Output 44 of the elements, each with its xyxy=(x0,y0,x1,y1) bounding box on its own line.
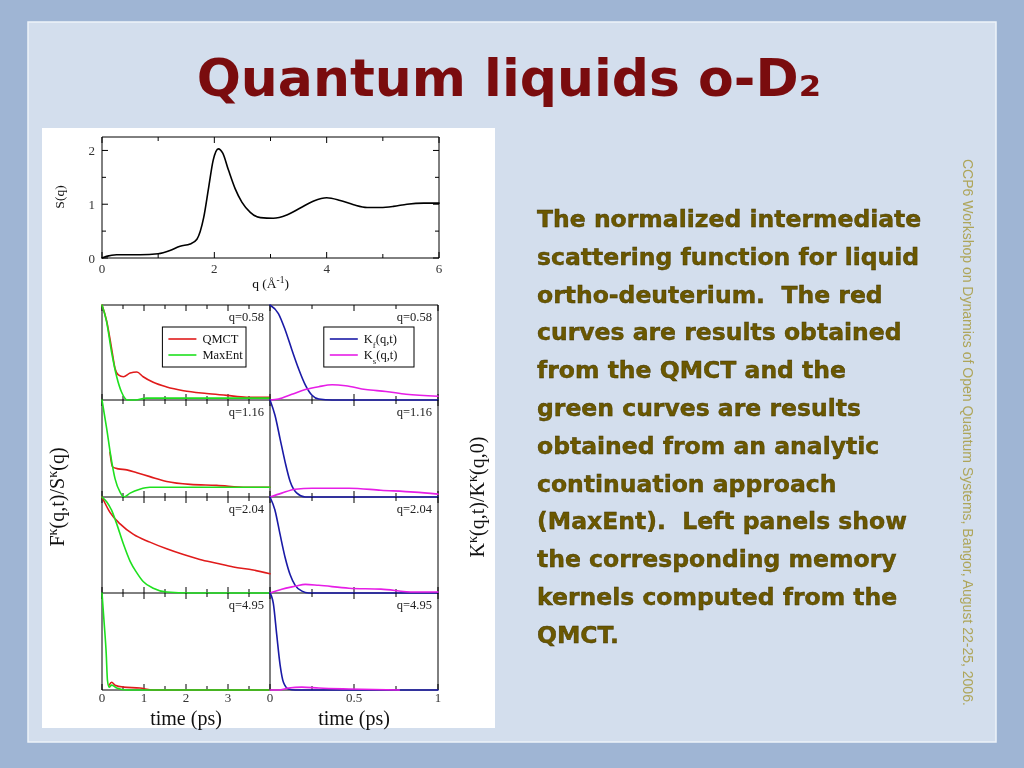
legend-label: K$_{s}$(q,t) xyxy=(363,348,398,366)
x-tick-label: 0 xyxy=(266,690,274,705)
annotation: q=0.58 xyxy=(396,310,432,324)
x-tick-label: 1 xyxy=(434,690,442,705)
text: The normalized intermediate xyxy=(537,205,922,233)
annotation: q=1.16 xyxy=(228,405,264,419)
y-axis-title: S(q) xyxy=(52,185,67,209)
annotation: q=4.95 xyxy=(228,598,264,612)
x-tick-label: 0.5 xyxy=(345,690,363,705)
annotation: q=1.16 xyxy=(396,405,432,419)
x-tick-label: 0 xyxy=(98,690,106,705)
x-tick-label: 0 xyxy=(98,261,106,276)
text: obtained from an analytic xyxy=(537,431,880,460)
text: the corresponding memory xyxy=(537,545,897,574)
x-tick-label: 3 xyxy=(224,690,232,705)
x-tick-label: 2 xyxy=(211,261,218,276)
x-axis-title: q (Å$^{-1}$) xyxy=(252,275,289,291)
text: QMCT. xyxy=(537,620,619,649)
x-tick-label: 4 xyxy=(323,261,331,276)
text: Quantum liquids o-D₂ xyxy=(196,48,822,108)
x-tick-label: 2 xyxy=(182,690,190,705)
text: CCP6 Workshop on Dynamics of Open Quantum Systems, Bangor, August 22-25, 2006. xyxy=(960,159,976,706)
text: continuation approach xyxy=(537,469,837,498)
y-tick-label: 0 xyxy=(88,250,95,266)
text: from the QMCT and the xyxy=(537,356,847,385)
text: (MaxEnt). Left panels show xyxy=(537,507,907,536)
text: kernels computed from the xyxy=(537,583,898,611)
y-tick-label: 1 xyxy=(88,196,95,212)
x-axis-title: time (ps) xyxy=(318,707,390,730)
y-tick-label: 2 xyxy=(88,142,95,158)
text: curves are results obtained xyxy=(537,318,902,347)
annotation: q=2.04 xyxy=(228,502,265,516)
annotation: q=0.58 xyxy=(228,310,264,324)
x-tick-label: 1 xyxy=(140,690,148,705)
x-axis-title: time (ps) xyxy=(150,707,222,730)
annotation: q=2.04 xyxy=(396,502,433,516)
legend-label: MaxEnt xyxy=(202,348,244,362)
text: ortho-deuterium. The red xyxy=(537,280,883,309)
text: scattering function for liquid xyxy=(537,242,920,271)
legend-label: K$_{f}$(q,t) xyxy=(363,332,397,350)
legend-label: QMCT xyxy=(202,332,239,346)
x-tick-label: 6 xyxy=(435,261,443,276)
annotation: q=4.95 xyxy=(396,598,432,612)
text: green curves are results xyxy=(537,394,861,422)
